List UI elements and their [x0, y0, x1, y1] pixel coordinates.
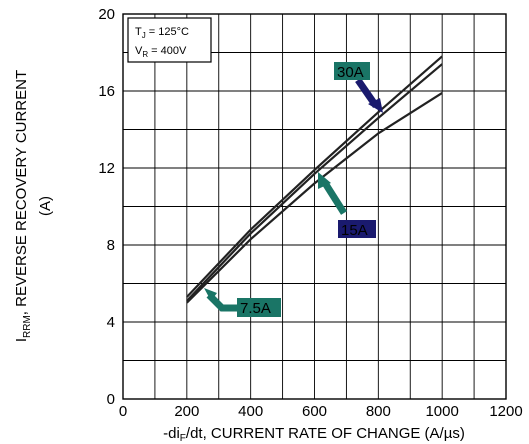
y-tick-label: 20 [98, 6, 115, 23]
y-tick-label: 16 [98, 83, 115, 100]
y-tick-label: 0 [107, 391, 115, 408]
callout-label-7-5a: 7.5A [240, 300, 271, 317]
conditions-box: TJ = 125°C VR = 400V [128, 18, 211, 62]
x-tick-label: 400 [238, 403, 263, 420]
x-axis-label: -diF/dt, CURRENT RATE OF CHANGE (A/µs) [163, 425, 465, 444]
callout-label-30a: 30A [337, 64, 364, 81]
callout-label-15a: 15A [341, 222, 368, 239]
callout-7-5a: 7.5A [204, 288, 281, 317]
y-axis-label: IRRM, REVERSE RECOVERY CURRENT [13, 70, 33, 342]
grid-lines [123, 14, 506, 399]
x-tick-label: 600 [302, 403, 327, 420]
y-tick-label: 12 [98, 160, 115, 177]
x-tick-labels: 0 200 400 600 800 1000 1200 [119, 403, 523, 420]
y-tick-label: 8 [107, 237, 115, 254]
y-tick-labels: 0 4 8 12 16 20 [98, 6, 115, 408]
callout-15a: 15A [318, 172, 376, 239]
callout-30a: 30A [334, 62, 383, 113]
y-tick-label: 4 [107, 314, 115, 331]
x-tick-label: 200 [174, 403, 199, 420]
x-tick-label: 800 [366, 403, 391, 420]
x-tick-label: 1200 [489, 403, 522, 420]
x-tick-label: 1000 [425, 403, 458, 420]
x-tick-label: 0 [119, 403, 127, 420]
y-axis-unit: (A) [37, 196, 54, 216]
